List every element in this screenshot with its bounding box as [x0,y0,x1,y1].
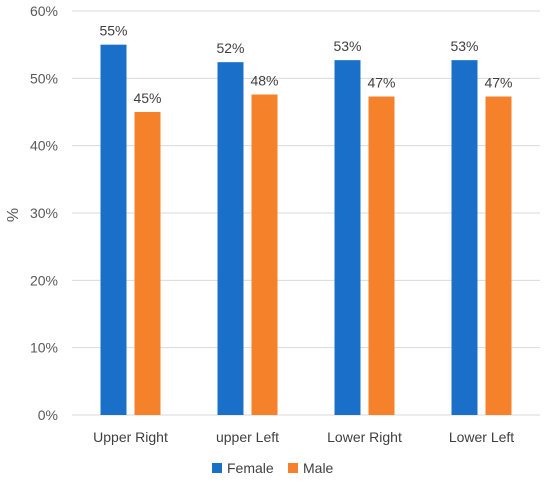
y-tick-label: 60% [30,3,58,19]
bars [100,44,512,416]
legend: Female Male [212,460,334,476]
legend-label: Male [303,460,334,476]
y-tick-label: 50% [30,70,58,86]
bar-male [251,94,278,415]
category-label: Lower Left [449,429,514,445]
category-label: Lower Right [327,429,402,445]
bar-female [217,62,244,415]
y-axis-title: % [5,208,22,222]
data-label: 53% [450,38,478,54]
bar-female [451,60,478,416]
y-tick-label: 20% [30,272,58,288]
bar-female [334,60,361,416]
legend-swatch [212,463,222,473]
y-tick-label: 0% [38,407,58,423]
bar-male [368,96,395,415]
bar-male [134,112,161,415]
y-tick-label: 40% [30,138,58,154]
data-label: 48% [250,72,278,88]
category-label: Upper Right [93,429,168,445]
data-label: 53% [333,38,361,54]
data-label: 55% [99,23,127,39]
x-axis-categories: Upper Right upper Left Lower Right Lower Le… [93,429,514,445]
data-label: 45% [133,90,161,106]
bar-female [100,44,127,416]
y-tick-label: 10% [30,340,58,356]
category-label: upper Left [216,429,279,445]
data-label: 47% [484,75,512,91]
y-tick-label: 30% [30,205,58,221]
data-label: 47% [367,75,395,91]
data-label: 52% [216,40,244,56]
legend-label: Female [227,460,274,476]
legend-swatch [288,463,298,473]
data-labels: 55% 45% 52% 48% 53% 47% 53% 47% [99,23,512,106]
bar-male [485,96,512,415]
y-axis-ticks: 0% 10% 20% 30% 40% 50% 60% [30,3,58,423]
